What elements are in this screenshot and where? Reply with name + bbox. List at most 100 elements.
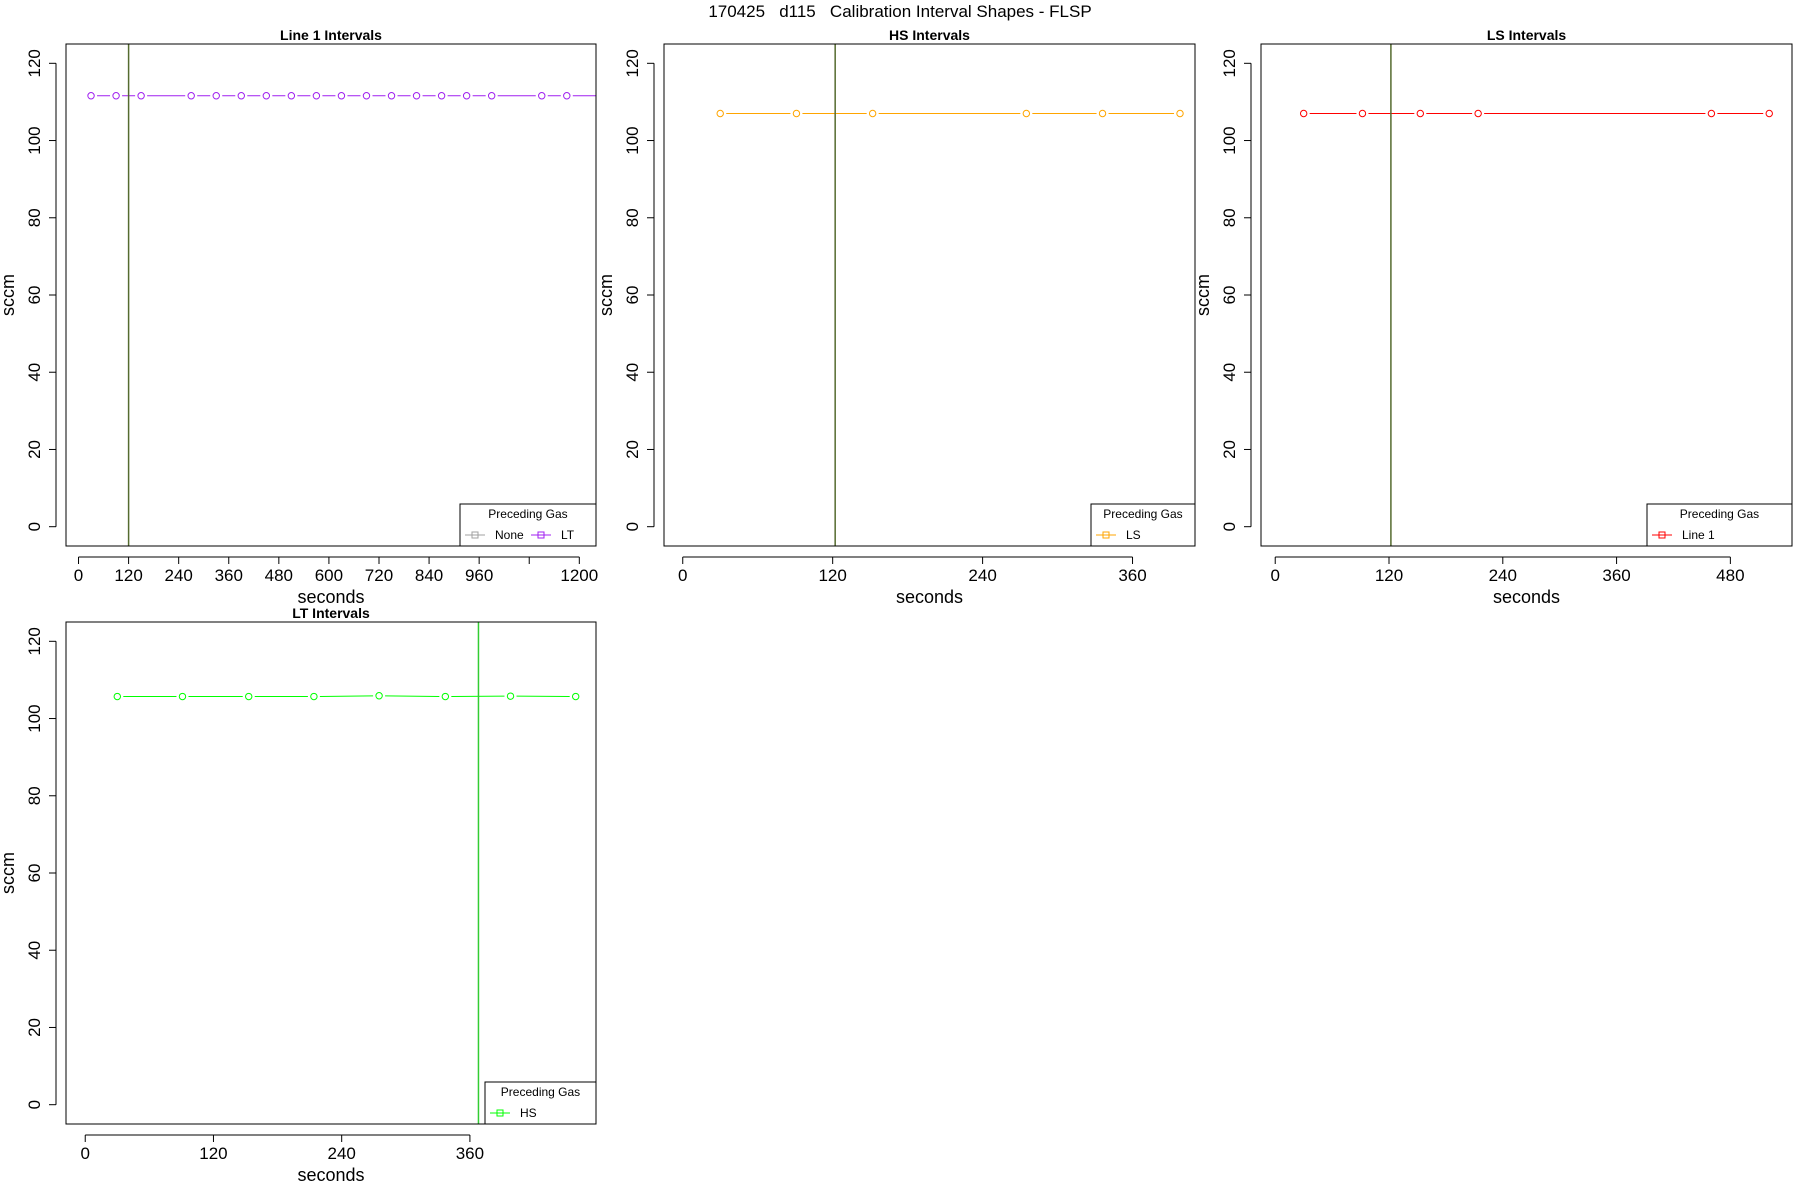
legend: Preceding Gas HS — [484, 1081, 597, 1125]
data-point — [506, 692, 515, 700]
data-point — [1416, 109, 1425, 118]
panel-title: LT Intervals — [292, 605, 370, 621]
data-point — [1176, 109, 1184, 118]
x-axis-label: seconds — [896, 587, 963, 607]
x-tick-label: 480 — [265, 566, 293, 585]
data-point — [312, 92, 321, 100]
y-tick-label: 20 — [25, 440, 44, 459]
legend-title: Preceding Gas — [501, 1085, 580, 1099]
x-axis-label: seconds — [297, 1165, 364, 1185]
x-tick-label: 360 — [1602, 566, 1630, 585]
chart-panel-ls: LS Intervals 0 120 240 360 480 seconds 0 20 40 60 8… — [1193, 27, 1793, 607]
x-tick-label: 240 — [1489, 566, 1517, 585]
y-tick-label: 60 — [1220, 286, 1239, 305]
data-point — [245, 692, 253, 701]
x-tick-label: 120 — [114, 566, 142, 585]
series-line — [319, 695, 374, 697]
x-tick-label: 0 — [74, 566, 83, 585]
y-tick-label: 0 — [623, 522, 642, 531]
y-tick-label: 80 — [25, 786, 44, 805]
data-point — [178, 692, 187, 701]
data-layer — [716, 109, 1184, 118]
data-point — [437, 92, 446, 100]
panel-title: Line 1 Intervals — [280, 27, 382, 43]
plot-frame — [65, 43, 597, 547]
legend-swatch-marker — [1658, 531, 1666, 539]
data-point — [287, 92, 296, 100]
data-point — [1022, 109, 1031, 118]
y-tick-label: 0 — [25, 522, 44, 531]
x-axis-label: seconds — [297, 587, 364, 607]
data-point — [538, 92, 546, 100]
data-point — [1358, 109, 1367, 118]
x-tick-label: 240 — [968, 566, 996, 585]
data-point — [87, 92, 95, 100]
legend-box — [459, 503, 597, 547]
x-tick-label: 0 — [678, 566, 687, 585]
chart-panel-lt: LT Intervals 0 120 240 360 seconds 0 20 40 60 80 10… — [0, 605, 597, 1185]
data-point — [412, 92, 421, 100]
data-point — [113, 692, 121, 701]
x-tick-label: 480 — [1716, 566, 1744, 585]
data-point — [1474, 109, 1482, 118]
data-point — [375, 692, 383, 700]
y-axis-label: sccm — [1193, 274, 1213, 316]
data-point — [868, 109, 877, 118]
x-tick-label: 840 — [415, 566, 443, 585]
data-point — [112, 92, 120, 100]
y-tick-label: 120 — [25, 627, 44, 655]
x-tick-label: 0 — [1270, 566, 1279, 585]
y-tick-label: 60 — [25, 286, 44, 305]
legend-swatch-marker — [537, 531, 545, 539]
y-tick-label: 120 — [623, 49, 642, 77]
plot-frame — [663, 43, 1196, 547]
legend-title: Preceding Gas — [1103, 507, 1182, 521]
x-tick-label: 240 — [327, 1144, 355, 1163]
y-tick-label: 20 — [25, 1018, 44, 1037]
y-tick-label: 100 — [623, 126, 642, 154]
chart-panel-hs: HS Intervals 0 120 240 360 seconds 0 20 40 60 80 10… — [596, 27, 1196, 607]
data-point — [441, 692, 450, 701]
plot-frame — [65, 621, 597, 1125]
data-layer — [113, 692, 580, 701]
x-tick-label: 360 — [456, 1144, 484, 1163]
x-axis-label: seconds — [1493, 587, 1560, 607]
y-tick-label: 100 — [25, 126, 44, 154]
y-tick-label: 80 — [1220, 208, 1239, 227]
data-layer — [87, 92, 596, 100]
data-point — [387, 92, 396, 100]
data-point — [716, 109, 724, 118]
y-axis-label: sccm — [596, 274, 616, 316]
legend-title: Preceding Gas — [1680, 507, 1759, 521]
y-tick-label: 0 — [25, 1100, 44, 1109]
legend-swatch-marker — [471, 531, 479, 539]
y-tick-label: 80 — [623, 208, 642, 227]
y-tick-label: 0 — [1220, 522, 1239, 531]
legend-entry-label: None — [495, 528, 524, 542]
legend-entry-label: HS — [520, 1106, 537, 1120]
y-tick-label: 60 — [623, 286, 642, 305]
y-tick-label: 60 — [25, 864, 44, 883]
data-point — [337, 92, 346, 100]
legend-box — [1090, 503, 1196, 547]
data-point — [462, 92, 471, 100]
y-tick-label: 40 — [25, 941, 44, 960]
x-tick-label: 0 — [80, 1144, 89, 1163]
y-tick-label: 80 — [25, 208, 44, 227]
y-tick-label: 120 — [25, 49, 44, 77]
x-tick-label: 960 — [465, 566, 493, 585]
data-point — [1707, 109, 1716, 118]
x-tick-label: 360 — [1118, 566, 1146, 585]
data-point — [792, 109, 801, 118]
data-point — [1765, 109, 1773, 118]
series-line — [385, 695, 440, 697]
x-tick-label: 720 — [365, 566, 393, 585]
y-tick-label: 120 — [1220, 49, 1239, 77]
legend-entry-label: LS — [1126, 528, 1141, 542]
panel-title: HS Intervals — [889, 27, 970, 43]
y-tick-label: 40 — [25, 363, 44, 382]
legend-entry-label: Line 1 — [1682, 528, 1715, 542]
y-tick-label: 20 — [623, 440, 642, 459]
y-tick-label: 40 — [1220, 363, 1239, 382]
